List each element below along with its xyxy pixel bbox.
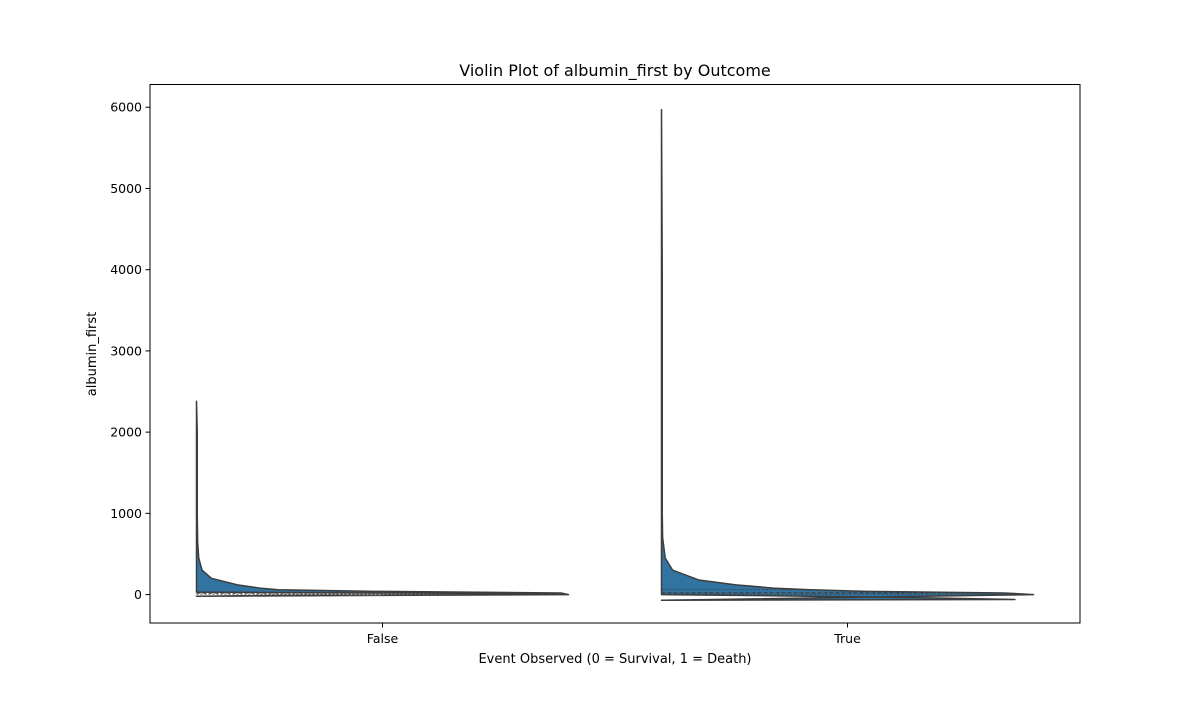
- chart-title: Violin Plot of albumin_first by Outcome: [459, 61, 771, 81]
- y-tick-label: 2000: [110, 425, 142, 440]
- x-axis: False True: [367, 623, 861, 646]
- y-tick-label: 3000: [110, 343, 142, 358]
- y-tick-label: 6000: [110, 100, 142, 115]
- violin-body: [660, 108, 1035, 602]
- y-tick-label: 4000: [110, 262, 142, 277]
- plot-frame: [149, 84, 1081, 624]
- y-axis: 0 1000 2000 3000 4000 5000 6000: [110, 100, 150, 602]
- plot-area: [195, 108, 1035, 602]
- violin-false: [195, 400, 570, 597]
- y-axis-label: albumin_first: [85, 312, 100, 397]
- x-tick-label: False: [367, 631, 399, 646]
- violin-true: [660, 108, 1035, 602]
- x-axis-label: Event Observed (0 = Survival, 1 = Death): [478, 652, 751, 667]
- y-tick-label: 5000: [110, 181, 142, 196]
- y-tick-label: 0: [134, 587, 142, 602]
- y-tick-label: 1000: [110, 506, 142, 521]
- x-tick-label: True: [833, 631, 861, 646]
- violin-body: [195, 400, 570, 597]
